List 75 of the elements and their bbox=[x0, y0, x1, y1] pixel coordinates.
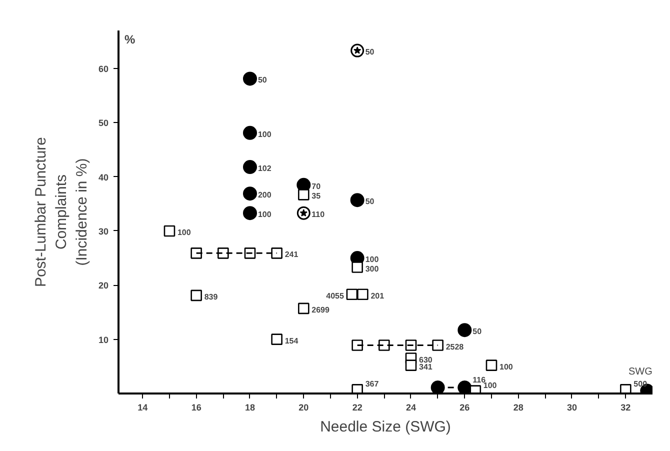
point bbox=[296, 206, 310, 220]
point bbox=[405, 340, 417, 351]
point bbox=[298, 189, 310, 200]
x-tick-label: 26 bbox=[460, 402, 470, 412]
point bbox=[350, 44, 364, 58]
point bbox=[352, 262, 363, 273]
annotation: 500 bbox=[634, 380, 648, 389]
x-tick-label: 22 bbox=[352, 402, 362, 412]
x-tick-label: 24 bbox=[406, 402, 416, 412]
point bbox=[486, 360, 498, 371]
annotation: 200 bbox=[258, 190, 272, 200]
x-tick-label: 16 bbox=[191, 402, 202, 412]
annotation: 367 bbox=[365, 380, 380, 389]
annotation: SWG bbox=[628, 366, 653, 378]
annotation: 100 bbox=[483, 380, 498, 390]
annotation: 50 bbox=[258, 76, 268, 85]
y-tick-label: 10 bbox=[98, 334, 109, 345]
point bbox=[357, 288, 368, 300]
point bbox=[242, 206, 257, 220]
point bbox=[242, 186, 257, 201]
point bbox=[271, 334, 282, 345]
y-axis-title: Post-Lumbar Puncture Complaints (Incidence in %) bbox=[32, 136, 90, 288]
point bbox=[242, 126, 257, 140]
x-tick-label: 30 bbox=[566, 402, 578, 412]
annotation: 2528 bbox=[446, 342, 464, 352]
point bbox=[218, 248, 229, 259]
point bbox=[458, 323, 472, 338]
y-tick-label: 20 bbox=[98, 280, 109, 291]
annotation: 4055 bbox=[326, 291, 345, 300]
annotation: 110 bbox=[312, 210, 326, 220]
x-tick-label: 18 bbox=[244, 402, 255, 412]
x-tick-label: 28 bbox=[513, 402, 524, 412]
y-tick-label: 60 bbox=[98, 64, 109, 74]
x-tick-label: 32 bbox=[620, 402, 631, 412]
point bbox=[244, 248, 256, 259]
annotation: 839 bbox=[204, 292, 218, 302]
point bbox=[190, 290, 202, 302]
annotation: 70 bbox=[312, 182, 322, 191]
annotation: 50 bbox=[365, 197, 375, 206]
point bbox=[346, 288, 358, 300]
annotation: 241 bbox=[284, 250, 299, 260]
annotation: 341 bbox=[418, 362, 433, 372]
point bbox=[164, 225, 176, 237]
annotation: 300 bbox=[365, 264, 380, 274]
point bbox=[242, 72, 257, 86]
point bbox=[271, 248, 282, 259]
annotation: 100 bbox=[499, 362, 514, 372]
y-tick-label: 30 bbox=[98, 226, 109, 236]
annotation: 2699 bbox=[312, 305, 330, 314]
x-tick-label: 14 bbox=[138, 402, 148, 412]
point bbox=[378, 340, 390, 351]
annotation: 102 bbox=[258, 164, 272, 174]
point bbox=[190, 248, 202, 259]
point bbox=[432, 340, 444, 351]
x-axis-title: Needle Size (SWG) bbox=[320, 418, 451, 436]
annotation: 201 bbox=[370, 291, 385, 300]
x-tick-label: 20 bbox=[298, 402, 309, 412]
point bbox=[350, 193, 364, 208]
y-tick-label: 40 bbox=[98, 172, 109, 182]
annotation: 100 bbox=[258, 210, 272, 220]
point bbox=[242, 160, 257, 174]
annotation: 154 bbox=[284, 336, 299, 346]
y-tick-label: 50 bbox=[98, 118, 109, 128]
annotation: 50 bbox=[365, 48, 375, 57]
annotation: 100 bbox=[258, 130, 272, 139]
point bbox=[298, 302, 310, 314]
annotation: % bbox=[124, 32, 136, 46]
annotation: 50 bbox=[472, 327, 482, 336]
point bbox=[430, 380, 445, 394]
annotation: 100 bbox=[177, 228, 192, 237]
point bbox=[352, 340, 363, 351]
annotation: 100 bbox=[365, 255, 380, 264]
annotation: 35 bbox=[312, 192, 322, 201]
annotation: 630 bbox=[418, 355, 433, 364]
point bbox=[405, 360, 417, 371]
